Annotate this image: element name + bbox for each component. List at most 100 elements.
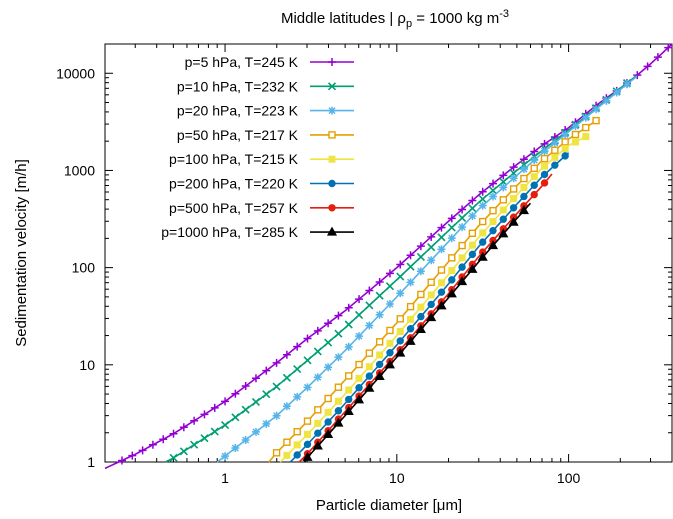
filled-box-marker bbox=[510, 195, 518, 203]
x-tick-label: 100 bbox=[557, 470, 581, 486]
triangle-marker bbox=[353, 394, 365, 404]
circle-marker bbox=[345, 395, 353, 404]
plus-marker bbox=[458, 205, 467, 214]
filled-box-marker bbox=[427, 291, 435, 299]
legend-label: p=500 hPa, T=257 K bbox=[169, 200, 299, 216]
box-marker bbox=[582, 123, 590, 132]
legend-entry: p=100 hPa, T=215 K bbox=[169, 151, 354, 167]
star-marker bbox=[334, 353, 343, 362]
box-marker bbox=[272, 449, 281, 457]
triangle-marker bbox=[518, 205, 529, 215]
plus-marker bbox=[303, 334, 312, 343]
triangle-marker bbox=[415, 323, 426, 334]
star-marker bbox=[282, 402, 291, 411]
triangle-marker bbox=[323, 428, 334, 439]
filled-box-marker bbox=[355, 374, 363, 382]
circle-marker bbox=[427, 300, 435, 309]
x-axis-label-suffix: m] bbox=[445, 497, 462, 514]
circle-marker bbox=[406, 325, 415, 333]
star-marker bbox=[592, 105, 601, 114]
filled-box-marker bbox=[293, 441, 301, 449]
star-marker bbox=[365, 321, 374, 330]
box-marker bbox=[561, 138, 569, 146]
plus-marker bbox=[447, 214, 456, 223]
plus-marker bbox=[437, 223, 446, 232]
box-marker bbox=[293, 427, 301, 436]
filled-box-marker bbox=[468, 241, 476, 249]
legend-label: p=1000 hPa, T=285 K bbox=[161, 224, 298, 240]
triangle-marker bbox=[333, 417, 344, 427]
box-marker bbox=[540, 154, 549, 163]
plus-marker bbox=[221, 397, 230, 406]
box-marker bbox=[530, 164, 538, 173]
filled-box-marker bbox=[541, 162, 549, 170]
legend-entry: p=5 hPa, T=245 K bbox=[185, 54, 354, 70]
cross-marker bbox=[241, 405, 250, 414]
filled-box-marker bbox=[499, 206, 507, 214]
star-marker bbox=[328, 106, 336, 115]
plus-marker bbox=[416, 242, 425, 251]
plot-area bbox=[104, 43, 673, 470]
plus-marker bbox=[128, 451, 137, 460]
series-4 bbox=[268, 116, 600, 463]
triangle-marker bbox=[312, 440, 323, 450]
plus-marker bbox=[179, 423, 188, 432]
plus-marker bbox=[241, 382, 250, 391]
plus-marker bbox=[313, 326, 322, 335]
chart-title: Middle latitudes | ρp = 1000 kg m-3 bbox=[281, 8, 509, 30]
legend-label: p=50 hPa, T=217 K bbox=[177, 127, 299, 143]
box-marker bbox=[551, 146, 559, 154]
star-marker bbox=[385, 300, 394, 309]
cross-marker bbox=[313, 347, 322, 356]
plus-marker bbox=[664, 43, 673, 52]
star-marker bbox=[550, 138, 559, 147]
box-marker bbox=[458, 241, 466, 250]
cross-marker bbox=[354, 310, 364, 319]
plus-marker bbox=[509, 163, 518, 172]
filled-box-marker bbox=[520, 183, 528, 191]
triangle-marker bbox=[326, 226, 338, 236]
x-axis-label-mu: μ bbox=[437, 497, 446, 514]
cross-marker bbox=[282, 373, 291, 382]
triangle-marker bbox=[374, 371, 385, 381]
cross-marker bbox=[478, 194, 487, 204]
filled-box-marker bbox=[417, 303, 425, 311]
cross-marker bbox=[169, 453, 178, 462]
star-marker bbox=[313, 373, 322, 382]
chart-title-middle: = 1000 kg m bbox=[412, 10, 499, 27]
plus-marker bbox=[262, 366, 271, 375]
circle-marker bbox=[437, 288, 446, 296]
plus-marker bbox=[190, 416, 199, 425]
plus-marker bbox=[138, 446, 147, 455]
star-marker bbox=[221, 452, 230, 461]
x-tick-label: 1 bbox=[221, 470, 229, 486]
cross-marker bbox=[396, 272, 405, 281]
circle-marker bbox=[530, 181, 538, 189]
filled-box-marker bbox=[551, 153, 559, 161]
cross-marker bbox=[272, 382, 281, 391]
triangle-marker bbox=[384, 359, 396, 369]
triangle-marker bbox=[302, 451, 313, 461]
star-marker bbox=[324, 363, 333, 372]
series-6 bbox=[289, 152, 570, 463]
circle-marker bbox=[551, 161, 559, 169]
box-marker bbox=[489, 206, 497, 215]
cross-marker bbox=[210, 427, 219, 436]
box-marker bbox=[396, 315, 404, 323]
filled-box-marker bbox=[328, 155, 336, 163]
plus-marker bbox=[653, 53, 662, 62]
cross-marker bbox=[468, 204, 477, 213]
star-marker bbox=[561, 130, 570, 139]
x-tick-label: 10 bbox=[389, 470, 405, 486]
triangle-marker bbox=[508, 216, 519, 226]
triangle-marker bbox=[498, 228, 509, 238]
star-marker bbox=[499, 183, 508, 192]
cross-marker bbox=[231, 413, 240, 422]
plus-marker bbox=[385, 269, 394, 278]
box-marker bbox=[448, 254, 456, 262]
plus-marker bbox=[468, 196, 477, 205]
triangle-marker bbox=[467, 263, 478, 273]
x-axis-label-prefix: Particle diameter [ bbox=[316, 497, 438, 514]
plus-marker bbox=[489, 179, 498, 188]
plus-marker bbox=[328, 58, 336, 66]
